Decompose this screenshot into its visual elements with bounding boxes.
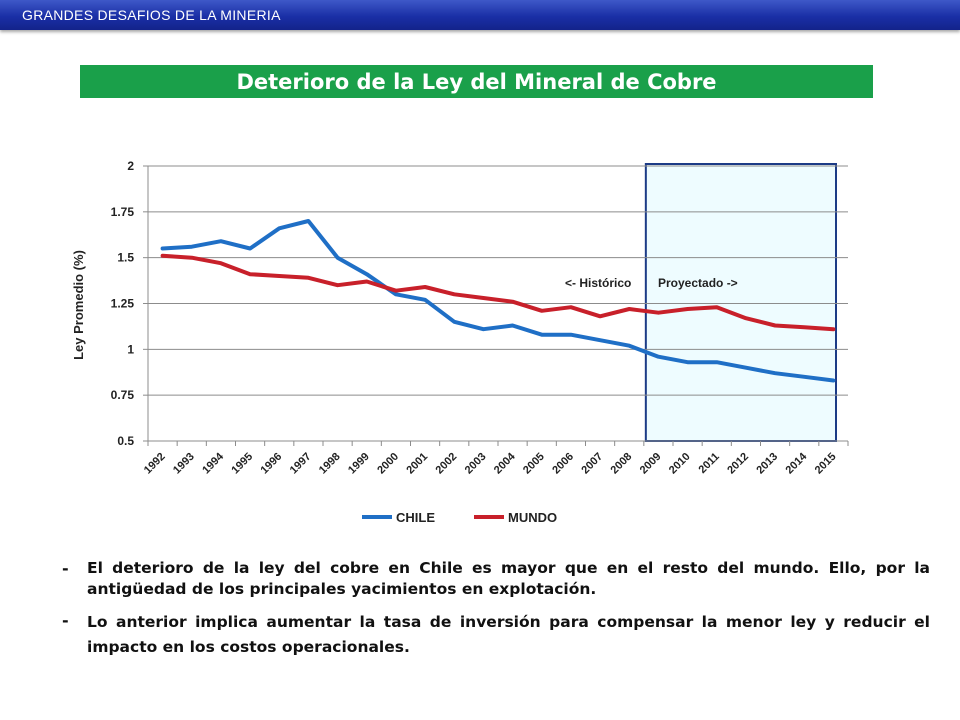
bullet-marker: -	[62, 611, 69, 630]
x-tick-label: 1998	[317, 451, 343, 477]
x-tick-label: 2000	[375, 451, 401, 477]
bullet-text: El deterioro de la ley del cobre en Chil…	[87, 559, 930, 598]
x-tick-label: 2008	[609, 451, 635, 477]
x-tick-label: 2010	[667, 451, 693, 477]
bullet-item: - El deterioro de la ley del cobre en Ch…	[62, 558, 930, 600]
x-tick-label: 2015	[813, 451, 839, 477]
x-tick-label: 2002	[434, 451, 460, 477]
y-tick-label: 0.5	[117, 434, 134, 448]
bullet-marker: -	[62, 559, 69, 578]
y-tick-label: 1.5	[117, 251, 134, 265]
x-tick-label: 2007	[579, 451, 605, 477]
y-tick-label: 1.25	[111, 297, 135, 311]
x-tick-label: 2009	[638, 451, 664, 477]
page-title: Deterioro de la Ley del Mineral de Cobre	[236, 69, 717, 94]
x-tick-label: 2001	[404, 451, 430, 477]
x-tick-label: 2003	[463, 451, 489, 477]
legend-label-mundo: MUNDO	[508, 510, 557, 525]
x-tick-label: 1996	[259, 451, 285, 477]
x-tick-label: 2006	[550, 451, 576, 477]
header-label: GRANDES DESAFIOS DE LA MINERIA	[22, 7, 281, 23]
x-tick-label: 1994	[200, 450, 226, 476]
x-tick-label: 2012	[725, 451, 751, 477]
bullet-item: - Lo anterior implica aumentar la tasa d…	[62, 610, 930, 660]
x-tick-label: 1995	[229, 451, 255, 477]
x-tick-label: 2013	[754, 451, 780, 477]
y-tick-label: 1	[127, 342, 134, 356]
x-tick-label: 2005	[521, 451, 547, 477]
projected-region	[644, 163, 837, 442]
series-line-mundo	[160, 253, 836, 332]
y-tick-label: 2	[127, 159, 134, 173]
y-axis-title: Ley Promedio (%)	[71, 250, 86, 360]
x-tick-label: 1999	[346, 451, 372, 477]
title-banner: Deterioro de la Ley del Mineral de Cobre	[80, 65, 873, 98]
copper-grade-chart: 0.5 0.75 1 1.25 1.5 1.75 2 1992 1993 1994 1995 1996…	[71, 159, 849, 525]
x-tick-label: 2014	[784, 450, 810, 476]
bullet-list: - El deterioro de la ley del cobre en Ch…	[62, 558, 930, 670]
y-tick-label: 1.75	[111, 205, 135, 219]
bullet-text: Lo anterior implica aumentar la tasa de …	[87, 613, 930, 656]
x-tick-label: 1992	[142, 451, 168, 477]
y-tick-label: 0.75	[111, 388, 135, 402]
annotation-proyectado: Proyectado ->	[658, 276, 738, 290]
x-tick-label: 2011	[697, 451, 722, 476]
x-tick-label: 1997	[288, 451, 314, 477]
series-line-chile	[160, 219, 836, 383]
legend-label-chile: CHILE	[396, 510, 435, 525]
x-tick-label: 1993	[171, 451, 197, 477]
header-bar: GRANDES DESAFIOS DE LA MINERIA	[0, 0, 960, 30]
x-tick-label: 2004	[492, 450, 518, 476]
annotation-historico: <- Histórico	[565, 276, 631, 290]
